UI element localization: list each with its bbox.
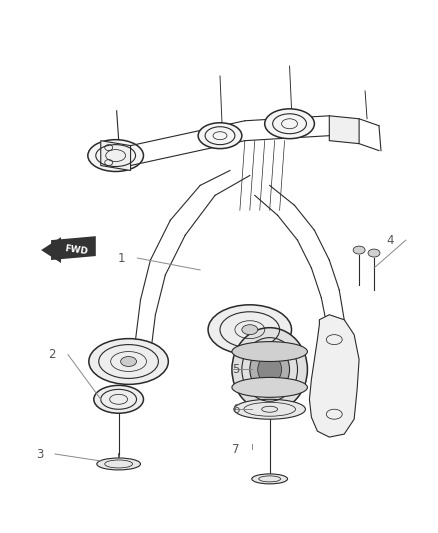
Polygon shape: [51, 236, 96, 260]
Polygon shape: [309, 315, 359, 437]
Ellipse shape: [208, 305, 292, 354]
Ellipse shape: [234, 399, 305, 419]
Ellipse shape: [353, 246, 365, 254]
Text: 1: 1: [118, 252, 126, 264]
Text: FWD: FWD: [64, 244, 88, 256]
Text: 6: 6: [233, 403, 240, 416]
Ellipse shape: [258, 356, 282, 383]
Text: 5: 5: [233, 363, 240, 376]
Polygon shape: [101, 141, 131, 171]
Text: 2: 2: [49, 348, 56, 361]
Ellipse shape: [252, 474, 288, 484]
Ellipse shape: [89, 338, 168, 384]
Ellipse shape: [232, 342, 307, 361]
Text: 3: 3: [36, 448, 43, 461]
Ellipse shape: [232, 328, 307, 411]
Ellipse shape: [97, 458, 141, 470]
Text: 4: 4: [386, 233, 394, 247]
Ellipse shape: [120, 357, 137, 367]
Ellipse shape: [198, 123, 242, 149]
Ellipse shape: [242, 325, 258, 335]
Ellipse shape: [368, 249, 380, 257]
Ellipse shape: [94, 385, 144, 413]
Polygon shape: [329, 116, 359, 144]
Polygon shape: [41, 237, 61, 263]
Text: 7: 7: [233, 442, 240, 456]
Ellipse shape: [265, 109, 314, 139]
Ellipse shape: [250, 346, 290, 392]
Ellipse shape: [232, 377, 307, 397]
Ellipse shape: [88, 140, 144, 172]
